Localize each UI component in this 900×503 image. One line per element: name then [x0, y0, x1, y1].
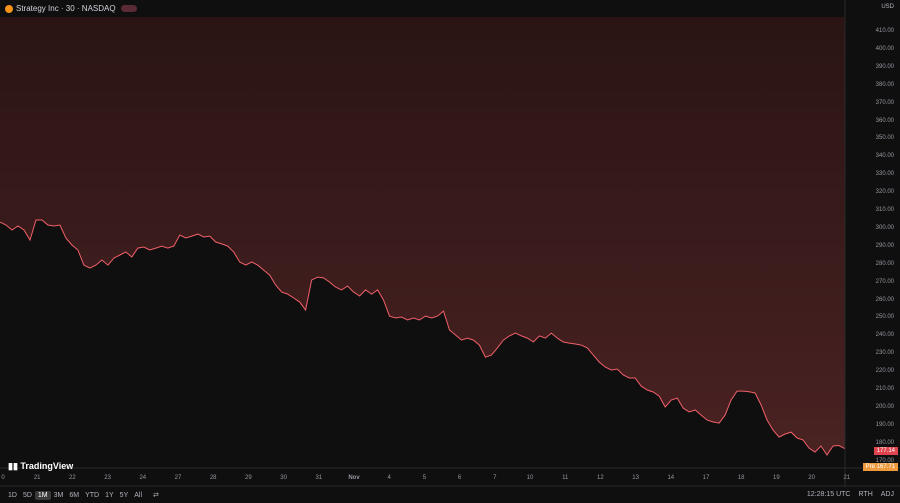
- price-line: [0, 219, 846, 456]
- time-tick: 22: [69, 475, 76, 481]
- time-tick: 30: [280, 475, 287, 481]
- price-tick: 210.00: [875, 386, 894, 392]
- symbol-header[interactable]: Strategy Inc · 30 · NASDAQ: [0, 0, 900, 17]
- time-tick: 28: [209, 475, 217, 481]
- price-tick: 240.00: [875, 332, 894, 339]
- price-tick: 330.00: [875, 171, 894, 178]
- premarket-tag: Pre: [865, 464, 875, 470]
- time-tick: 27: [174, 475, 182, 481]
- price-tick: 290.00: [875, 242, 894, 249]
- premarket-value: 167.71: [876, 464, 895, 470]
- time-tick: 18: [737, 475, 745, 481]
- range-1d[interactable]: 1D: [8, 491, 17, 499]
- session-toggle[interactable]: RTH: [858, 491, 873, 498]
- time-tick: 21: [33, 475, 41, 481]
- price-tick: 250.00: [875, 314, 894, 321]
- status-info: 12:28:15 UTC RTH ADJ: [807, 491, 894, 498]
- price-tick: 260.00: [875, 296, 894, 303]
- price-tick: 270.00: [875, 278, 894, 285]
- range-1y[interactable]: 1Y: [105, 491, 114, 499]
- range-bar: 1D 5D 1M 3M 6M YTD 1Y 5Y All ⇄: [0, 487, 900, 503]
- range-all[interactable]: All: [134, 491, 143, 499]
- price-tick: 390.00: [875, 63, 894, 70]
- price-tick: 190.00: [875, 421, 894, 428]
- symbol-logo-icon: [5, 4, 13, 13]
- price-tick: 280.00: [875, 260, 894, 267]
- time-tick: 0: [1, 475, 5, 481]
- time-tick: 13: [632, 475, 639, 481]
- range-5d[interactable]: 5D: [22, 491, 32, 499]
- price-tick: 170.00: [875, 457, 894, 464]
- time-tick: 17: [702, 475, 710, 481]
- time-tick: 12: [597, 475, 604, 481]
- time-tick: 21: [843, 475, 851, 481]
- clock: 12:28:15 UTC: [806, 491, 851, 498]
- time-tick: 14: [667, 475, 675, 481]
- time-tick: 7: [493, 475, 497, 481]
- range-6m[interactable]: 6M: [69, 491, 80, 499]
- currency-selector[interactable]: USD: [881, 4, 894, 10]
- time-tick: 5: [422, 475, 427, 481]
- time-tick: 19: [773, 475, 780, 481]
- price-tick: 310.00: [875, 207, 894, 213]
- status-badge[interactable]: [120, 5, 137, 12]
- time-tick: 10: [526, 475, 534, 481]
- price-tick: 230.00: [875, 350, 894, 357]
- range-3m[interactable]: 3M: [53, 491, 64, 499]
- price-tick: 360.00: [875, 117, 894, 124]
- time-tick: 31: [315, 475, 323, 481]
- time-tick: 11: [562, 475, 569, 481]
- tradingview-wordmark: TradingView: [20, 461, 74, 471]
- price-tick: 340.00: [875, 153, 894, 160]
- premarket-price-label: Pre 167.71: [862, 463, 898, 471]
- range-1m[interactable]: 1M: [34, 490, 51, 500]
- price-tick: 400.00: [875, 45, 894, 52]
- time-tick: Nov: [348, 475, 360, 481]
- price-tick: 300.00: [875, 224, 894, 231]
- price-tick: 370.00: [875, 99, 894, 106]
- date-range-icon[interactable]: ⇄: [153, 492, 159, 499]
- area-fill: [0, 17, 845, 455]
- price-tick: 220.00: [875, 368, 894, 375]
- range-ytd[interactable]: YTD: [85, 491, 100, 499]
- range-5y[interactable]: 5Y: [119, 491, 129, 499]
- price-tick: 410.00: [875, 28, 894, 34]
- time-tick: 20: [808, 475, 815, 481]
- time-tick: 23: [104, 475, 111, 481]
- tradingview-logo[interactable]: ▮▮ TradingView: [8, 461, 74, 471]
- time-tick: 4: [387, 475, 391, 481]
- symbol-title: Strategy Inc · 30 · NASDAQ: [16, 4, 116, 13]
- last-price-label: 177.14: [873, 447, 898, 455]
- price-tick: 350.00: [875, 135, 894, 142]
- price-tick: 180.00: [875, 439, 894, 446]
- time-tick: 24: [139, 475, 147, 481]
- price-tick: 380.00: [875, 81, 894, 88]
- time-tick: 29: [245, 475, 252, 481]
- price-tick: 320.00: [875, 189, 894, 196]
- adjust-toggle[interactable]: ADJ: [880, 491, 894, 498]
- time-tick: 6: [457, 475, 462, 481]
- price-tick: 200.00: [875, 403, 894, 410]
